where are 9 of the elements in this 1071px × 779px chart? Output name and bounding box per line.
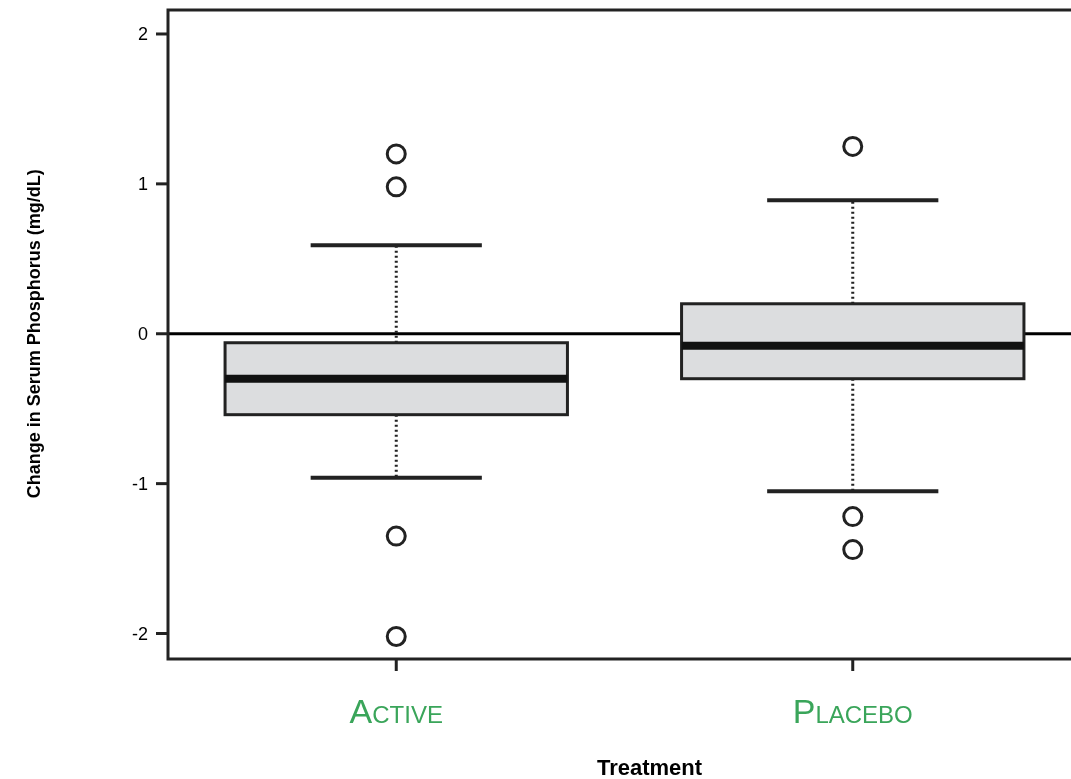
- y-tick-label: 0: [137, 324, 148, 345]
- y-tick-label: -1: [131, 473, 148, 494]
- y-tick-label: 1: [137, 174, 148, 195]
- x-tick-label: Active: [349, 692, 443, 730]
- y-tick-label: -2: [131, 623, 148, 644]
- y-tick-label: 2: [137, 24, 148, 45]
- x-axis-title: Treatment: [596, 755, 703, 779]
- x-tick-label: Placebo: [792, 692, 913, 730]
- y-axis-title: Change in Serum Phosphorus (mg/dL): [24, 169, 44, 499]
